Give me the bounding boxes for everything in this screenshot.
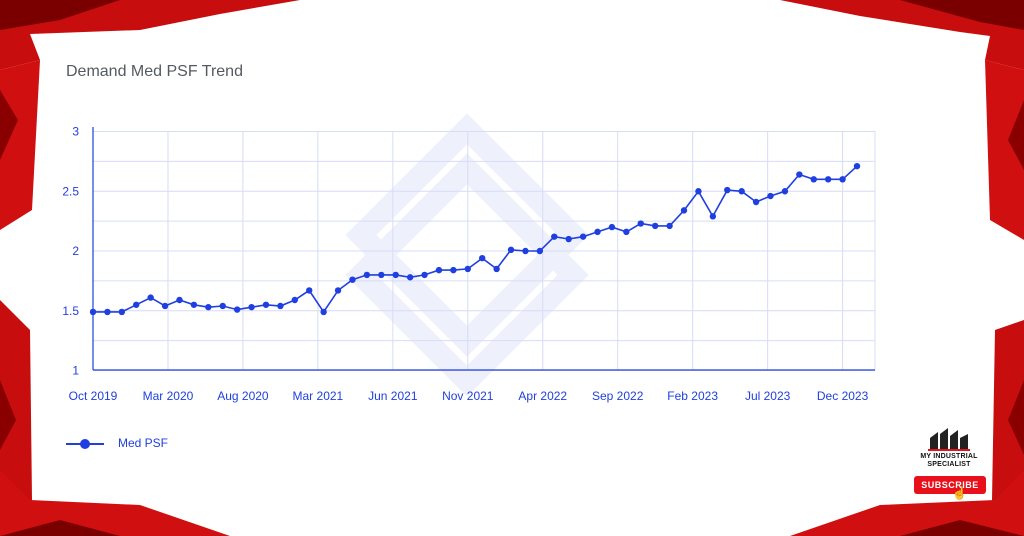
y-tick-label: 1: [72, 364, 79, 378]
y-tick-label: 3: [72, 125, 79, 139]
x-tick-label: Nov 2021: [442, 389, 494, 403]
data-point: [493, 265, 500, 273]
data-point: [219, 302, 226, 310]
data-point: [796, 171, 803, 178]
x-tick-label: Jun 2021: [368, 389, 418, 403]
data-point: [262, 301, 270, 308]
data-point: [666, 222, 673, 230]
data-point: [565, 235, 572, 243]
data-point: [479, 254, 486, 262]
building-icon: [928, 428, 970, 451]
data-point: [594, 228, 601, 236]
data-point: [421, 271, 428, 279]
data-point: [507, 246, 515, 254]
x-tick-label: Mar 2020: [143, 389, 194, 403]
chart-title: Demand Med PSF Trend: [66, 63, 243, 80]
data-point: [190, 301, 198, 308]
data-point: [334, 287, 342, 294]
data-point: [522, 247, 529, 255]
data-point: [147, 294, 154, 301]
data-point: [104, 308, 111, 316]
data-point: [161, 302, 169, 310]
data-point: [853, 162, 861, 170]
data-point: [839, 176, 846, 183]
data-point: [724, 186, 731, 194]
data-point: [824, 176, 832, 183]
x-tick-label: Apr 2022: [518, 389, 567, 403]
data-point: [277, 302, 284, 310]
x-tick-label: Oct 2019: [69, 389, 118, 403]
data-point: [406, 274, 414, 281]
cursor-hand-icon: ☝: [952, 486, 967, 500]
data-point: [551, 233, 558, 240]
x-tick-label: Jul 2023: [745, 389, 791, 403]
legend-label: Med PSF: [118, 436, 169, 450]
data-point: [435, 266, 443, 274]
x-tick-label: Aug 2020: [217, 389, 269, 403]
data-point: [651, 222, 659, 230]
data-point: [349, 276, 356, 283]
data-point: [378, 271, 385, 279]
x-tick-label: Dec 2023: [817, 389, 869, 403]
y-tick-label: 1.5: [62, 304, 79, 318]
brand-line1: MY INDUSTRIAL: [920, 453, 978, 460]
y-tick-label: 2.5: [62, 184, 79, 198]
data-point: [536, 247, 544, 255]
gridlines: [92, 131, 876, 371]
data-point: [579, 233, 587, 240]
subscribe-button[interactable]: SUBSCRIBE: [914, 476, 986, 494]
series-points-med-psf: [89, 162, 861, 316]
axes: [92, 127, 875, 371]
legend-dot-swatch: [80, 439, 90, 449]
x-tick-label: Sep 2022: [592, 389, 644, 403]
y-tick-label: 2: [72, 244, 79, 258]
data-point: [392, 271, 399, 279]
data-point: [608, 223, 616, 231]
data-point: [89, 308, 97, 316]
data-point: [205, 303, 212, 311]
data-point: [695, 188, 702, 195]
data-point: [752, 198, 760, 206]
data-point: [320, 308, 327, 316]
data-point: [464, 265, 471, 273]
data-point: [233, 306, 241, 313]
data-point: [738, 188, 745, 195]
data-point: [623, 228, 630, 236]
data-point: [450, 266, 457, 274]
data-point: [767, 192, 774, 200]
data-point: [637, 220, 644, 227]
data-point: [810, 176, 817, 183]
x-tick-label: Feb 2023: [667, 389, 718, 403]
brand-logo: MY INDUSTRIAL SPECIALIST SUBSCRIBE ☝: [906, 426, 992, 506]
brand-line2: SPECIALIST: [927, 461, 971, 468]
data-point: [306, 287, 313, 294]
data-point: [291, 296, 299, 304]
x-tick-label: Mar 2021: [293, 389, 344, 403]
data-point: [363, 271, 371, 279]
data-point: [118, 308, 126, 316]
y-tick-labels: 1 1.5 2 2.5 3: [62, 125, 79, 378]
data-point: [781, 188, 789, 195]
x-tick-labels: Oct 2019 Mar 2020 Aug 2020 Mar 2021 Jun 2021…: [69, 389, 869, 403]
data-point: [248, 303, 255, 311]
data-point: [680, 207, 688, 214]
watermark: [345, 113, 589, 397]
data-point: [709, 213, 717, 220]
data-point: [176, 296, 183, 304]
data-point: [133, 301, 140, 308]
